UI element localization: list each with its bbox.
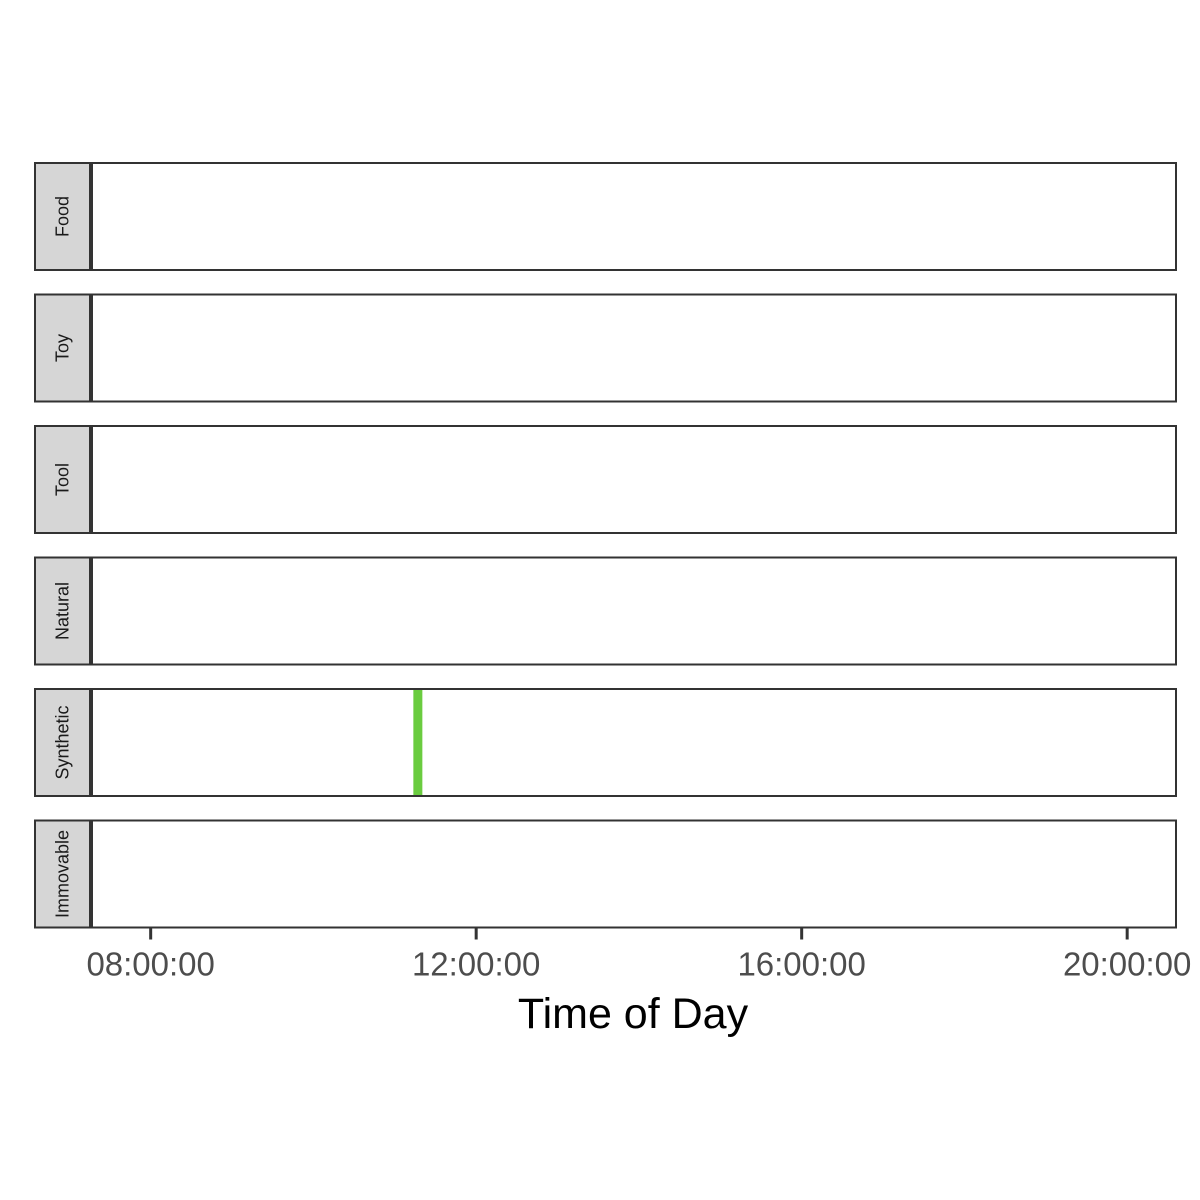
facet-plot-area <box>90 556 1177 666</box>
facet-strip-label: Immovable <box>53 830 73 918</box>
facet-panel-natural: Natural <box>34 556 1177 666</box>
facet-strip <box>34 162 91 271</box>
facet-strip-label: Tool <box>53 463 73 496</box>
facet-strip-label: Food <box>53 196 73 237</box>
facet-strip <box>34 425 91 534</box>
facet-panel-immovable: Immovable <box>34 819 1177 929</box>
facet-strip <box>34 293 91 403</box>
facet-plot-area <box>90 819 1177 929</box>
facet-panel-synthetic: Synthetic <box>34 688 1177 797</box>
facet-strip-label: Toy <box>53 334 73 362</box>
facet-strip-label: Natural <box>53 582 73 640</box>
facet-plot-area <box>90 425 1177 534</box>
facet-panel-food: Food <box>34 162 1177 271</box>
facet-plot-area <box>90 293 1177 403</box>
facet-strip <box>34 556 91 666</box>
x-tick-label: 20:00:00 <box>1063 946 1191 983</box>
facet-strip <box>34 819 91 929</box>
facet-panel-tool: Tool <box>34 425 1177 534</box>
x-tick-label: 08:00:00 <box>86 946 214 983</box>
x-axis-title: Time of Day <box>518 990 749 1038</box>
x-tick-label: 12:00:00 <box>412 946 540 983</box>
facet-plot-area <box>90 162 1177 271</box>
facet-strip-label: Synthetic <box>53 705 73 779</box>
x-tick-label: 16:00:00 <box>737 946 865 983</box>
facet-panel-toy: Toy <box>34 293 1177 403</box>
facet-plot-area <box>90 688 1177 797</box>
x-axis: 08:00:00 12:00:00 16:00:00 20:00:00 <box>86 928 1191 983</box>
facet-panels: Food Toy Tool Natural Synthetic Immovable <box>34 162 1177 929</box>
